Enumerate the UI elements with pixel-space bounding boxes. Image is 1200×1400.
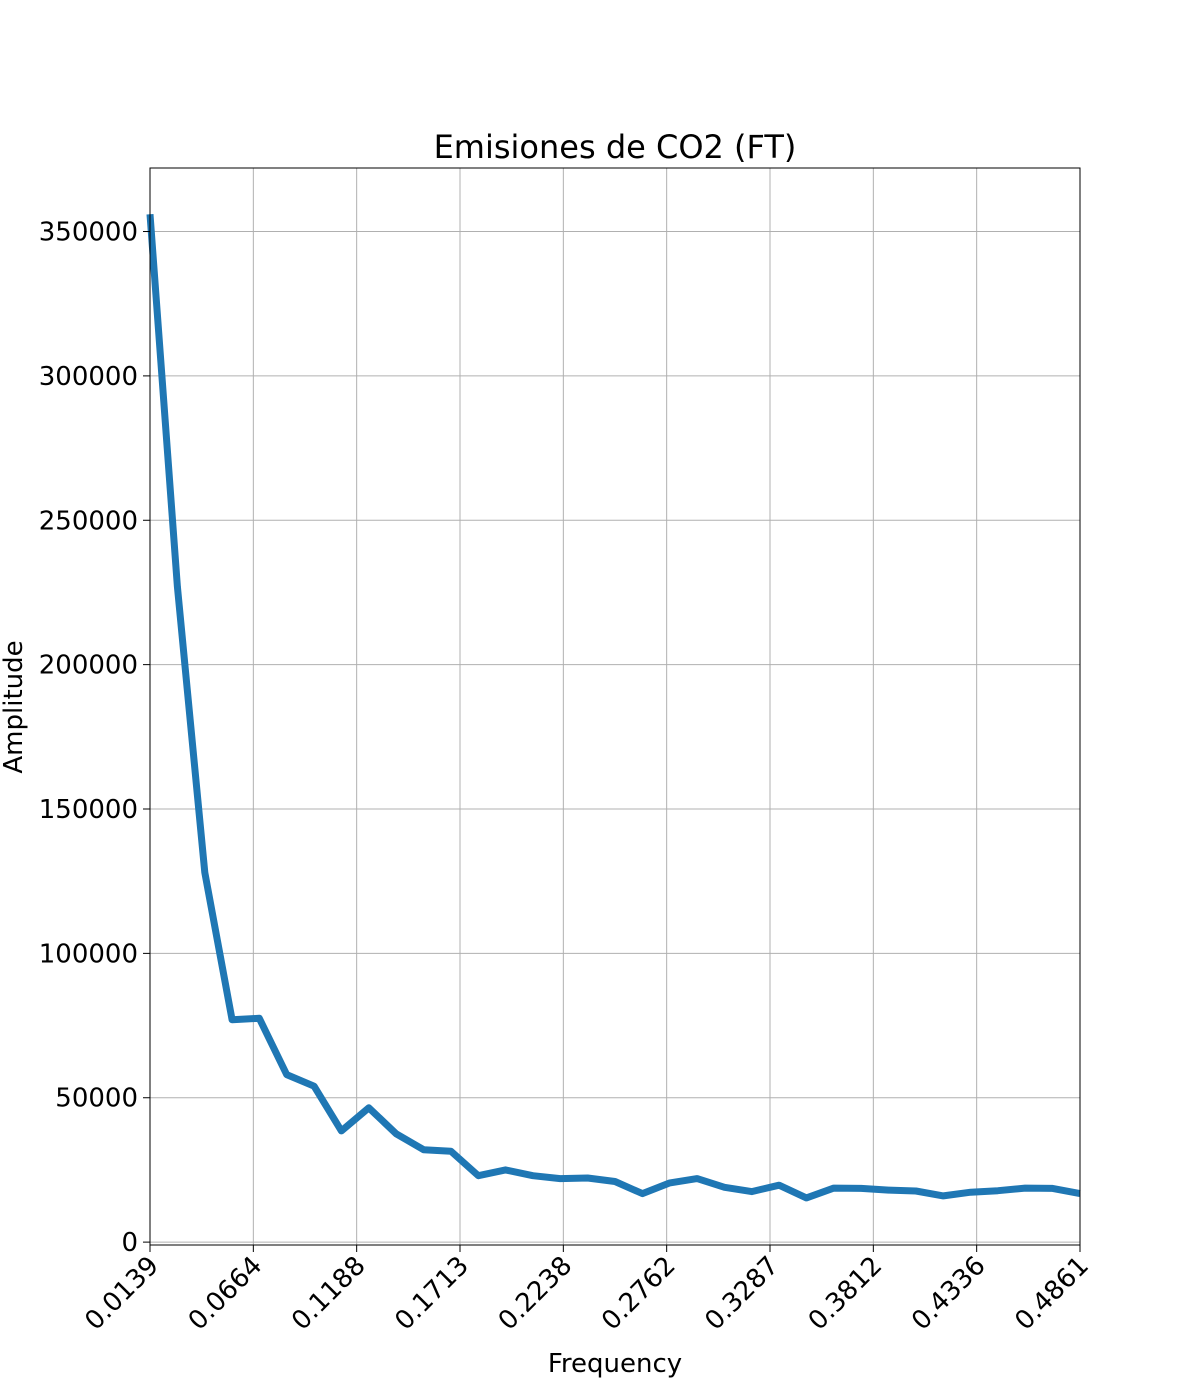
y-tick-label: 200000 (39, 651, 138, 681)
x-axis: 0.0139 0.0664 0.1188 0.1713 0.2238 0.2762 0.32… (79, 1245, 1095, 1336)
y-tick-label: 350000 (39, 218, 138, 248)
x-axis-title: Frequency (548, 1349, 682, 1379)
y-tick-label: 300000 (39, 362, 138, 392)
x-tick-label: 0.4336 (906, 1251, 992, 1337)
grid (149, 168, 1081, 1245)
y-axis-title: Amplitude (0, 640, 29, 773)
x-tick-label: 0.1188 (286, 1251, 372, 1337)
plot-frame (149, 167, 1081, 1246)
y-tick-label: 250000 (39, 506, 138, 536)
y-tick-label: 0 (121, 1228, 138, 1258)
chart-title: Emisiones de CO2 (FT) (434, 128, 797, 166)
y-tick-label: 50000 (55, 1084, 138, 1114)
x-tick-label: 0.2238 (493, 1251, 579, 1337)
x-tick-label: 0.0664 (183, 1251, 269, 1337)
x-tick-label: 0.1713 (389, 1251, 475, 1337)
y-tick-label: 100000 (39, 939, 138, 969)
x-tick-label: 0.0139 (79, 1251, 165, 1337)
series-line-0 (146, 213, 1081, 1202)
y-tick-label: 150000 (39, 795, 138, 825)
y-axis: 0 50000 100000 150000 200000 250000 300000 3500… (39, 218, 150, 1258)
series-layer (146, 213, 1081, 1202)
x-tick-label: 0.3287 (699, 1251, 785, 1337)
x-tick-label: 0.4861 (1009, 1251, 1095, 1337)
x-tick-label: 0.2762 (596, 1251, 682, 1337)
x-tick-label: 0.3812 (803, 1251, 889, 1337)
